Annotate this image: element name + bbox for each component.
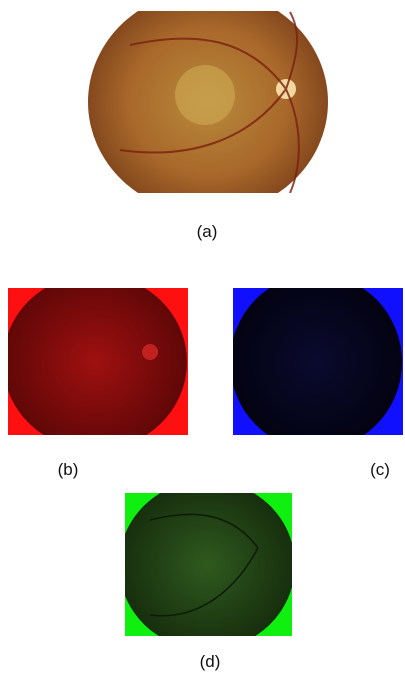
page: (a) (b) (c) (d) (() => { const data = JS… (0, 0, 405, 682)
figure: (a) (b) (c) (d) (0, 0, 405, 682)
red-channel-image (3, 274, 188, 450)
panel-caption: (d) (200, 652, 221, 671)
fundus-image (88, 0, 328, 214)
panel-caption: (a) (197, 222, 218, 241)
blue-channel-image (230, 274, 403, 450)
green-channel-image (119, 480, 295, 650)
panel-caption: (b) (58, 460, 79, 479)
panel-caption: (c) (370, 460, 390, 479)
